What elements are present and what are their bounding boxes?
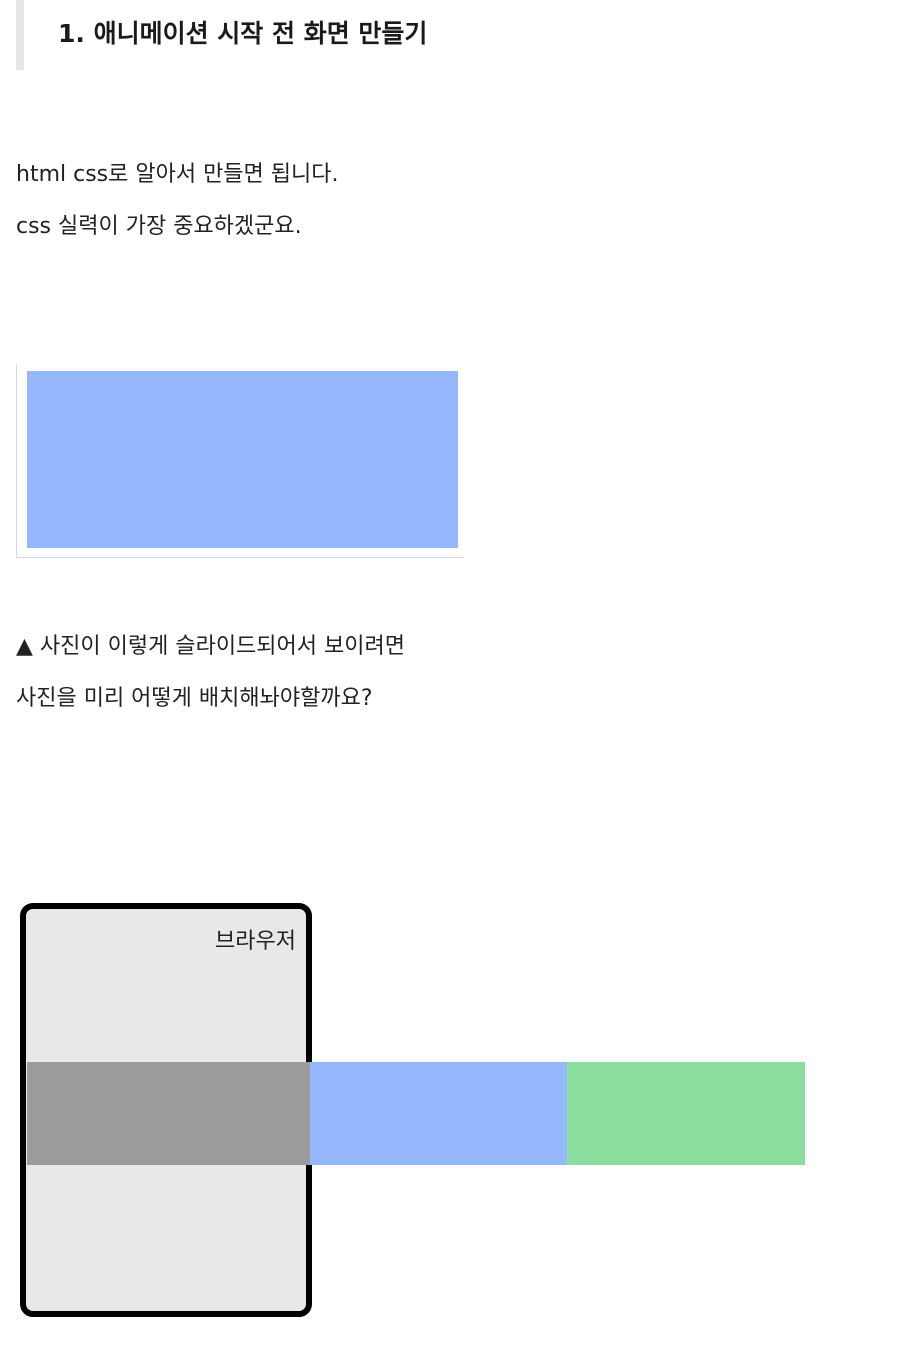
slide-preview-rect: [27, 371, 458, 548]
paragraph-1: html css로 알아서 만들면 됩니다.: [16, 162, 339, 187]
section-heading: 1. 애니메이션 시작 전 화면 만들기: [58, 19, 428, 48]
slide-strip-3: [567, 1062, 805, 1165]
paragraph-2: css 실력이 가장 중요하겠군요.: [16, 214, 302, 239]
heading-block: 1. 애니메이션 시작 전 화면 만들기: [16, 0, 456, 70]
paragraph-4: 사진을 미리 어떻게 배치해놔야할까요?: [16, 686, 373, 711]
slide-strip-2: [310, 1062, 567, 1165]
slide-preview-image: [16, 364, 464, 558]
paragraph-3: ▲ 사진이 이렇게 슬라이드되어서 보이려면: [16, 634, 405, 659]
slide-strip-1: [27, 1062, 310, 1165]
browser-label: 브라우저: [215, 929, 296, 954]
